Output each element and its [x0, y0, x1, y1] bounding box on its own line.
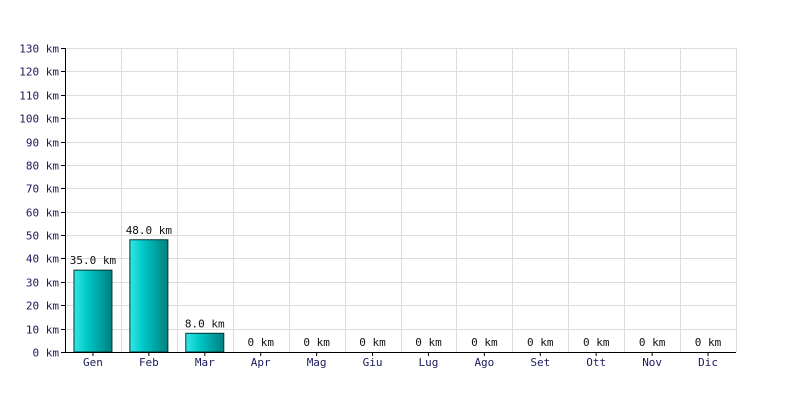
bar-feb [129, 239, 169, 353]
y-tick-label: 70 km [26, 183, 59, 196]
grid [65, 48, 737, 353]
x-tick-label: Set [530, 356, 550, 369]
y-tick-label: 120 km [19, 66, 59, 79]
x-tick-label: Nov [642, 356, 662, 369]
x-tick-label: Lug [419, 356, 439, 369]
data-label: 8.0 km [185, 317, 225, 330]
y-tick-label: 60 km [26, 207, 59, 220]
data-label: 35.0 km [70, 254, 117, 267]
data-label: 0 km [639, 336, 666, 349]
y-tick-label: 30 km [26, 277, 59, 290]
y-tick-label: 0 km [33, 347, 60, 360]
x-tick-label: Gen [83, 356, 103, 369]
axes [61, 48, 736, 356]
x-tick-label: Apr [251, 356, 271, 369]
x-tick-label: Mar [195, 356, 215, 369]
labels: 0 km 10 km 20 km 30 km 40 km 50 km 60 km 70 km 8… [19, 43, 721, 370]
data-label: 0 km [415, 336, 442, 349]
x-tick-label: Dic [698, 356, 718, 369]
y-tick-label: 100 km [19, 113, 59, 126]
y-tick-label: 110 km [19, 90, 59, 103]
x-tick-label: Feb [139, 356, 159, 369]
data-label: 0 km [695, 336, 722, 349]
y-tick-label: 20 km [26, 300, 59, 313]
bars [73, 239, 225, 353]
data-label: 0 km [303, 336, 330, 349]
data-label: 0 km [359, 336, 386, 349]
y-tick-label: 90 km [26, 137, 59, 150]
y-tick-label: 50 km [26, 230, 59, 243]
y-tick-label: 10 km [26, 324, 59, 337]
bar-mar [185, 332, 225, 353]
data-label: 0 km [247, 336, 274, 349]
data-label: 0 km [527, 336, 554, 349]
data-label: 0 km [471, 336, 498, 349]
y-tick-label: 80 km [26, 160, 59, 173]
x-tick-label: Mag [307, 356, 327, 369]
x-tick-label: Ott [586, 356, 606, 369]
data-label: 0 km [583, 336, 610, 349]
y-tick-label: 130 km [19, 43, 59, 56]
x-tick-label: Ago [474, 356, 494, 369]
bar-gen [73, 269, 113, 353]
data-label: 48.0 km [126, 224, 173, 237]
y-tick-label: 40 km [26, 253, 59, 266]
x-tick-label: Giu [363, 356, 383, 369]
